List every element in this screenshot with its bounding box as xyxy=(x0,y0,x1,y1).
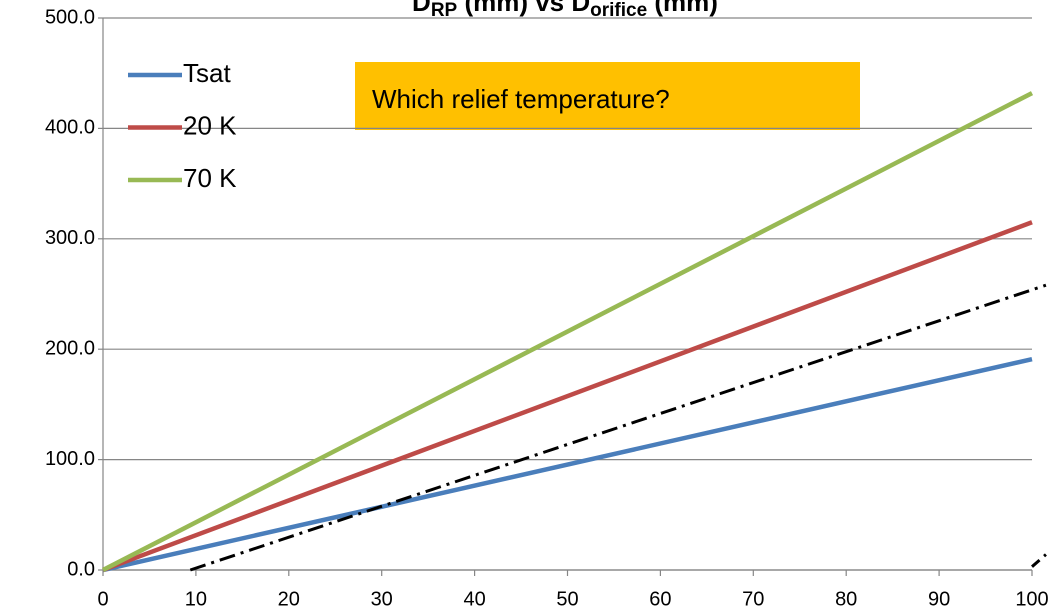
series-line xyxy=(102,356,1033,573)
legend-label: 20 K xyxy=(183,110,237,140)
series-line xyxy=(102,220,1033,573)
legend-label: Tsat xyxy=(183,58,231,88)
x-tick-label: 20 xyxy=(278,588,300,610)
title-part: D xyxy=(412,0,431,17)
y-tick-label: 500.0 xyxy=(45,6,95,28)
series-line xyxy=(1031,553,1047,568)
title-subscript: orifice xyxy=(590,0,647,21)
x-tick-label: 90 xyxy=(928,588,950,610)
x-tick-label: 0 xyxy=(97,588,108,610)
y-tick-label: 300.0 xyxy=(45,227,95,249)
title-subscript: RP xyxy=(431,0,458,21)
title-part: (mm) xyxy=(647,0,718,17)
x-tick-label: 50 xyxy=(556,588,578,610)
x-tick-label: 70 xyxy=(742,588,764,610)
x-tick-label: 80 xyxy=(835,588,857,610)
x-tick-label: 40 xyxy=(463,588,485,610)
annotation-box xyxy=(355,62,860,130)
x-tick-label: 60 xyxy=(649,588,671,610)
y-tick-label: 400.0 xyxy=(45,117,95,139)
y-tick-label: 200.0 xyxy=(45,337,95,359)
x-tick-label: 100 xyxy=(1015,588,1048,610)
legend-label: 70 K xyxy=(183,163,237,193)
annotation: Which relief temperature? xyxy=(372,84,670,114)
title-part: (mm) vs D xyxy=(457,0,590,17)
y-tick-label: 100.0 xyxy=(45,448,95,470)
x-tick-label: 30 xyxy=(371,588,393,610)
chart-title: DRP (mm) vs Dorifice (mm) xyxy=(412,0,718,21)
series-line xyxy=(189,283,1047,572)
series-line xyxy=(101,91,1034,573)
x-tick-label: 10 xyxy=(185,588,207,610)
y-tick-label: 0.0 xyxy=(67,558,95,580)
